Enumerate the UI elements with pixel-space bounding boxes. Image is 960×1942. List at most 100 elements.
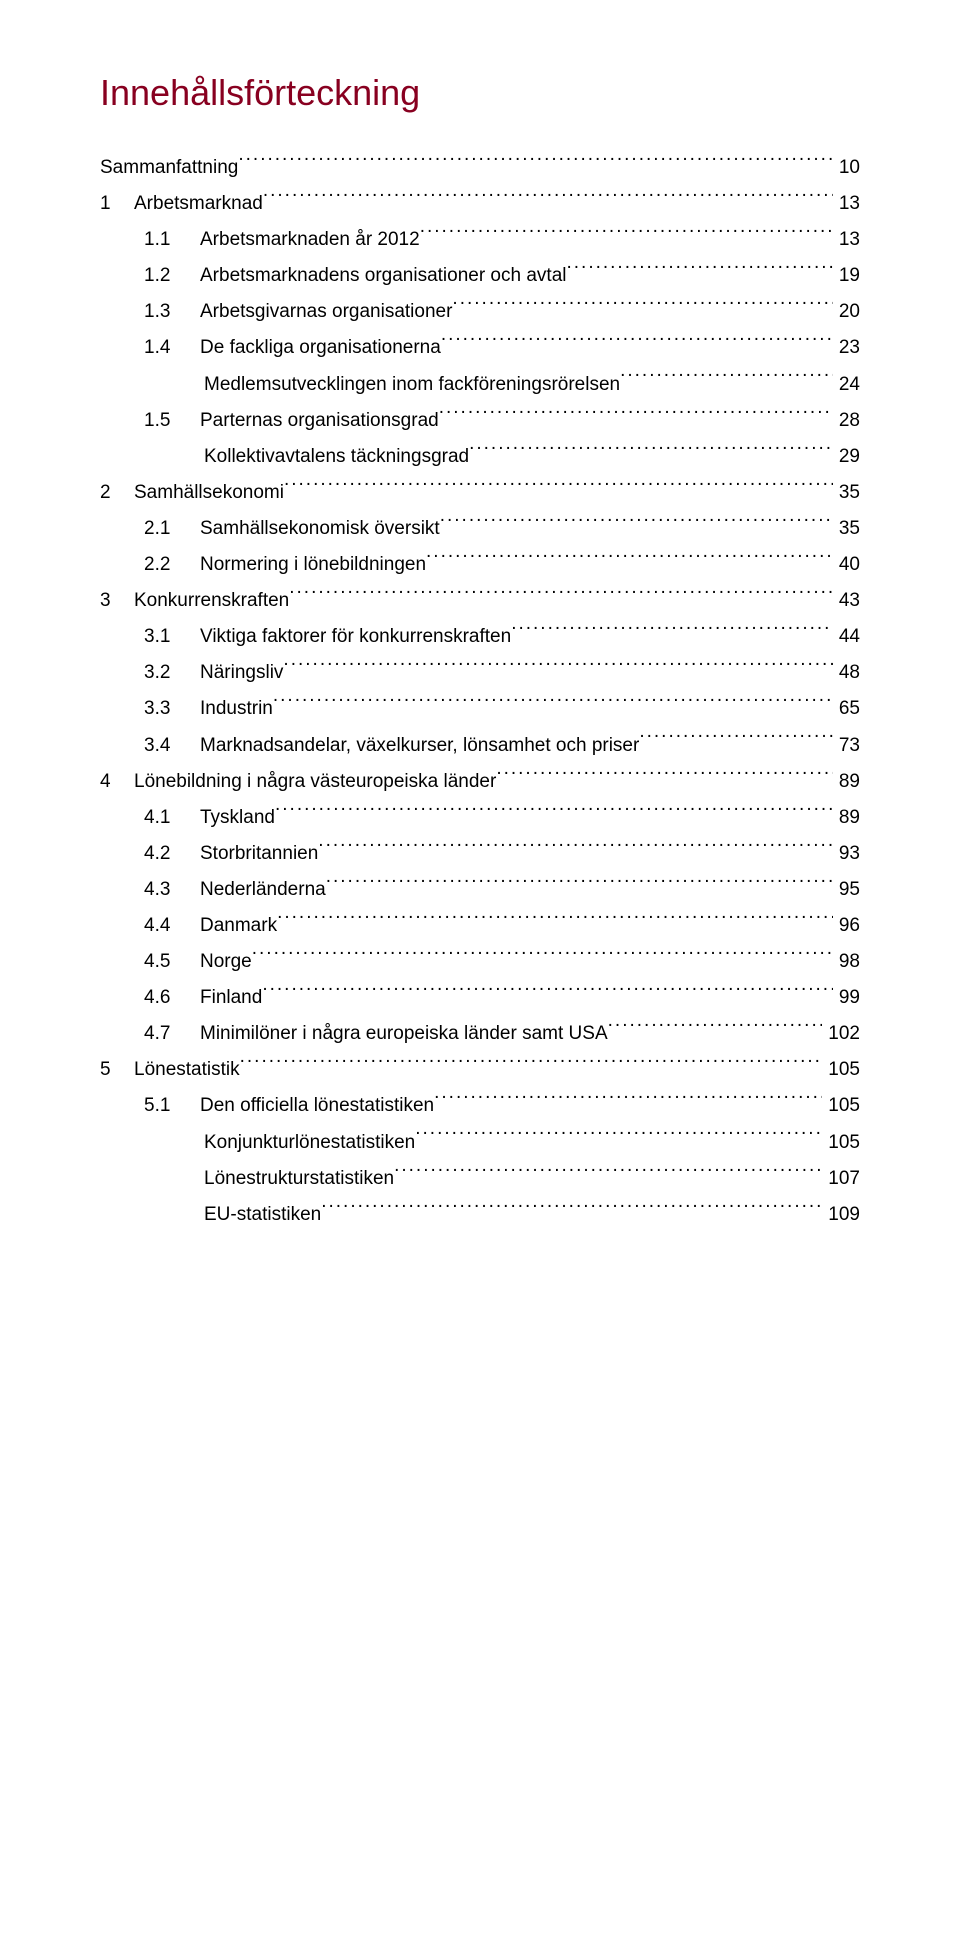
toc-entry-text: Arbetsmarknaden år 2012 bbox=[200, 222, 420, 258]
toc-entry-text: Nederländerna bbox=[200, 872, 326, 908]
toc-entry-text: Minimilöner i några europeiska länder sa… bbox=[200, 1016, 608, 1052]
toc-entry: 1Arbetsmarknad13 bbox=[100, 186, 860, 222]
toc-leader-dots bbox=[639, 730, 833, 751]
toc-entry-number: 1.2 bbox=[144, 258, 200, 294]
toc-entry-page: 23 bbox=[833, 330, 860, 366]
toc-leader-dots bbox=[283, 657, 832, 678]
toc-entry-text: Samhällsekonomi bbox=[134, 475, 284, 511]
toc-entry: 1.3Arbetsgivarnas organisationer 20 bbox=[100, 294, 860, 330]
toc-entry: 1.4De fackliga organisationerna 23 bbox=[100, 330, 860, 366]
toc-entry-number: 4.1 bbox=[144, 800, 200, 836]
toc-leader-dots bbox=[262, 982, 833, 1003]
toc-entry-text: Arbetsmarknadens organisationer och avta… bbox=[200, 258, 566, 294]
toc-entry-page: 105 bbox=[822, 1052, 860, 1088]
toc-entry: 4Lönebildning i några västeuropeiska län… bbox=[100, 764, 860, 800]
toc-entry-text: Storbritannien bbox=[200, 836, 318, 872]
toc-leader-dots bbox=[440, 513, 833, 534]
toc-entry-page: 95 bbox=[833, 872, 860, 908]
toc-leader-dots bbox=[469, 441, 833, 462]
toc-entry: 4.2Storbritannien93 bbox=[100, 836, 860, 872]
toc-entry-number: 4.7 bbox=[144, 1016, 200, 1052]
toc-leader-dots bbox=[511, 621, 833, 642]
toc-entry-page: 35 bbox=[833, 511, 860, 547]
toc-entry-number: 2 bbox=[100, 475, 134, 511]
toc-leader-dots bbox=[394, 1163, 822, 1184]
toc-entry: 1.2Arbetsmarknadens organisationer och a… bbox=[100, 258, 860, 294]
toc-entry-number: 5 bbox=[100, 1052, 134, 1088]
toc-entry-text: Näringsliv bbox=[200, 655, 283, 691]
toc-entry: 2Samhällsekonomi35 bbox=[100, 475, 860, 511]
toc-entry: 4.3Nederländerna95 bbox=[100, 872, 860, 908]
toc-entry-text: De fackliga organisationerna bbox=[200, 330, 441, 366]
toc-entry-text: Viktiga faktorer för konkurrenskraften bbox=[200, 619, 511, 655]
toc-entry: Medlemsutvecklingen inom fackföreningsrö… bbox=[100, 367, 860, 403]
toc-entry-number: 3.4 bbox=[144, 728, 200, 764]
toc-entry-page: 20 bbox=[833, 294, 860, 330]
toc-entry-number: 1.1 bbox=[144, 222, 200, 258]
toc-entry-text: Samhällsekonomisk översikt bbox=[200, 511, 440, 547]
toc-entry-number: 4.5 bbox=[144, 944, 200, 980]
toc-leader-dots bbox=[273, 694, 833, 715]
toc-entry-text: Den officiella lönestatistiken bbox=[200, 1088, 434, 1124]
toc-leader-dots bbox=[326, 874, 833, 895]
toc-entry-number: 1.4 bbox=[144, 330, 200, 366]
toc-entry-number: 3 bbox=[100, 583, 134, 619]
toc-entry-page: 24 bbox=[833, 367, 860, 403]
toc-entry-page: 29 bbox=[833, 439, 860, 475]
toc-entry-page: 28 bbox=[833, 403, 860, 439]
toc-entry-text: Tyskland bbox=[200, 800, 275, 836]
toc-entry-page: 65 bbox=[833, 691, 860, 727]
toc-entry-number: 1 bbox=[100, 186, 134, 222]
toc-leader-dots bbox=[608, 1018, 823, 1039]
toc-entry-number: 2.2 bbox=[144, 547, 200, 583]
toc-entry-page: 89 bbox=[833, 764, 860, 800]
toc-entry-number: 1.3 bbox=[144, 294, 200, 330]
toc-entry-text: Danmark bbox=[200, 908, 277, 944]
toc-entry-page: 105 bbox=[822, 1125, 860, 1161]
toc-entry-page: 44 bbox=[833, 619, 860, 655]
toc-entry-number: 3.3 bbox=[144, 691, 200, 727]
toc-leader-dots bbox=[496, 766, 833, 787]
toc-entry-text: Arbetsgivarnas organisationer bbox=[200, 294, 452, 330]
toc-entry: 3.1Viktiga faktorer för konkurrenskrafte… bbox=[100, 619, 860, 655]
toc-entry-text: Konjunkturlönestatistiken bbox=[204, 1125, 415, 1161]
table-of-contents: Sammanfattning101Arbetsmarknad131.1Arbet… bbox=[100, 150, 860, 1233]
toc-leader-dots bbox=[452, 296, 832, 317]
toc-entry-page: 89 bbox=[833, 800, 860, 836]
toc-entry-page: 96 bbox=[833, 908, 860, 944]
toc-entry-number: 3.2 bbox=[144, 655, 200, 691]
toc-entry-page: 19 bbox=[833, 258, 860, 294]
toc-entry: 3.4Marknadsandelar, växelkurser, lönsamh… bbox=[100, 728, 860, 764]
toc-entry-page: 13 bbox=[833, 186, 860, 222]
toc-entry: 5Lönestatistik105 bbox=[100, 1052, 860, 1088]
toc-entry-number: 2.1 bbox=[144, 511, 200, 547]
toc-leader-dots bbox=[238, 152, 833, 173]
toc-entry: Lönestrukturstatistiken107 bbox=[100, 1161, 860, 1197]
toc-entry: 3.2Näringsliv 48 bbox=[100, 655, 860, 691]
toc-entry-text: Sammanfattning bbox=[100, 150, 238, 186]
toc-entry-number: 4.2 bbox=[144, 836, 200, 872]
toc-entry-page: 43 bbox=[833, 583, 860, 619]
toc-entry-number: 4.6 bbox=[144, 980, 200, 1016]
toc-entry-page: 73 bbox=[833, 728, 860, 764]
toc-entry-text: Marknadsandelar, växelkurser, lönsamhet … bbox=[200, 728, 639, 764]
toc-entry: 5.1Den officiella lönestatistiken105 bbox=[100, 1088, 860, 1124]
toc-leader-dots bbox=[415, 1127, 822, 1148]
toc-leader-dots bbox=[284, 477, 833, 498]
document-page: Innehållsförteckning Sammanfattning101Ar… bbox=[0, 0, 960, 1273]
toc-leader-dots bbox=[434, 1091, 822, 1112]
toc-entry: 4.6Finland99 bbox=[100, 980, 860, 1016]
toc-leader-dots bbox=[566, 260, 832, 281]
toc-entry-page: 102 bbox=[822, 1016, 860, 1052]
toc-entry-text: Norge bbox=[200, 944, 252, 980]
toc-entry-text: Lönebildning i några västeuropeiska länd… bbox=[134, 764, 496, 800]
toc-entry: 1.1Arbetsmarknaden år 201213 bbox=[100, 222, 860, 258]
toc-entry: 3.3Industrin65 bbox=[100, 691, 860, 727]
toc-entry-page: 48 bbox=[833, 655, 860, 691]
toc-leader-dots bbox=[289, 585, 833, 606]
toc-entry-number: 3.1 bbox=[144, 619, 200, 655]
toc-leader-dots bbox=[420, 224, 833, 245]
toc-leader-dots bbox=[426, 549, 833, 570]
toc-entry: Konjunkturlönestatistiken 105 bbox=[100, 1125, 860, 1161]
toc-leader-dots bbox=[277, 910, 833, 931]
